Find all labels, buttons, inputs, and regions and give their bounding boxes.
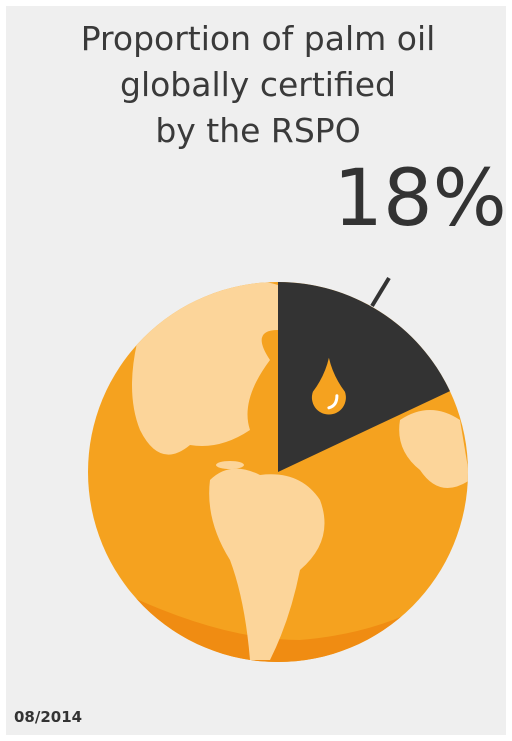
value-label: 18% <box>333 154 506 244</box>
pointer <box>370 276 391 308</box>
pie-slice <box>278 282 450 472</box>
oil-drop-shine <box>327 394 339 410</box>
date: 08/2014 <box>14 708 82 726</box>
chart-title: globally certified <box>120 65 396 104</box>
chart-title: by the RSPO <box>155 111 360 150</box>
chart-title: Proportion of palm oil <box>81 19 436 58</box>
